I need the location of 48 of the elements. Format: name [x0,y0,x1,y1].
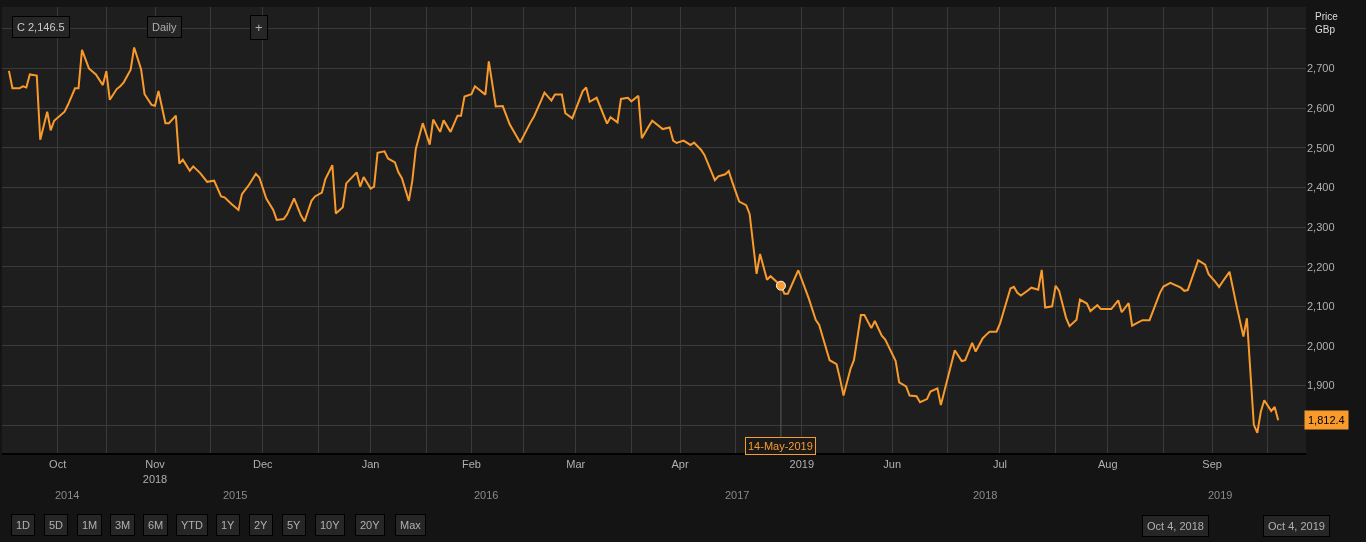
x-tick-label: Sep [1202,458,1222,471]
x-tick-label: Nov 2018 [142,458,168,485]
text: 3M [115,519,131,531]
text: 20Y [360,519,381,531]
x-tick-label: Jul [992,458,1008,471]
x-tick-label: Oct [49,458,67,471]
y-axis-title: Price GBp [1315,11,1339,35]
y-tick-label: 2,500 [1307,141,1335,154]
text: 6M [148,519,164,531]
x-tick-label: Jan [361,458,380,471]
y-tick-label: 2,300 [1307,220,1335,233]
text: 2018 [973,489,998,501]
text: 2014 [55,489,80,501]
y-tick-label: 1,900 [1307,379,1335,392]
annotation: 1,812.4 [1308,414,1345,426]
y-tick-label: 2,400 [1307,181,1335,194]
annotation: C 2,146.5 [17,21,65,33]
text: 1D [16,519,31,531]
text: YTD [181,519,204,531]
annotation: Daily [152,21,177,33]
text: 2017 [725,489,750,501]
annotation: + [255,20,263,35]
text: 2015 [223,489,248,501]
text: 10Y [320,519,341,531]
text: Oct 4, 2018 [1147,520,1204,532]
x-tick-label: Apr [671,458,689,471]
text: Oct 4, 2019 [1268,520,1325,532]
text: 5D [49,519,64,531]
y-tick-label: 2,600 [1307,101,1335,114]
x-tick-label: Feb [461,458,481,471]
text: 5Y [287,519,302,531]
line-series [7,46,1280,434]
text: 1M [82,519,98,531]
x-tick-label: Dec [253,458,274,471]
x-tick-label: 2019 [789,458,815,471]
text: Max [400,519,422,531]
x-tick-label: Mar [566,458,586,471]
text: 2Y [254,519,269,531]
x-tick-label: Jun [883,458,902,471]
y-tick-label: 2,700 [1307,62,1335,75]
y-tick-label: 2,200 [1307,260,1335,273]
text: 2016 [474,489,499,501]
annotation: 14-May-2019 [748,440,813,452]
y-tick-label: 2,100 [1307,300,1335,313]
x-tick-label: Aug [1098,458,1118,471]
text: 2019 [1208,489,1233,501]
y-tick-label: 2,000 [1307,339,1335,352]
text: 1Y [221,519,236,531]
